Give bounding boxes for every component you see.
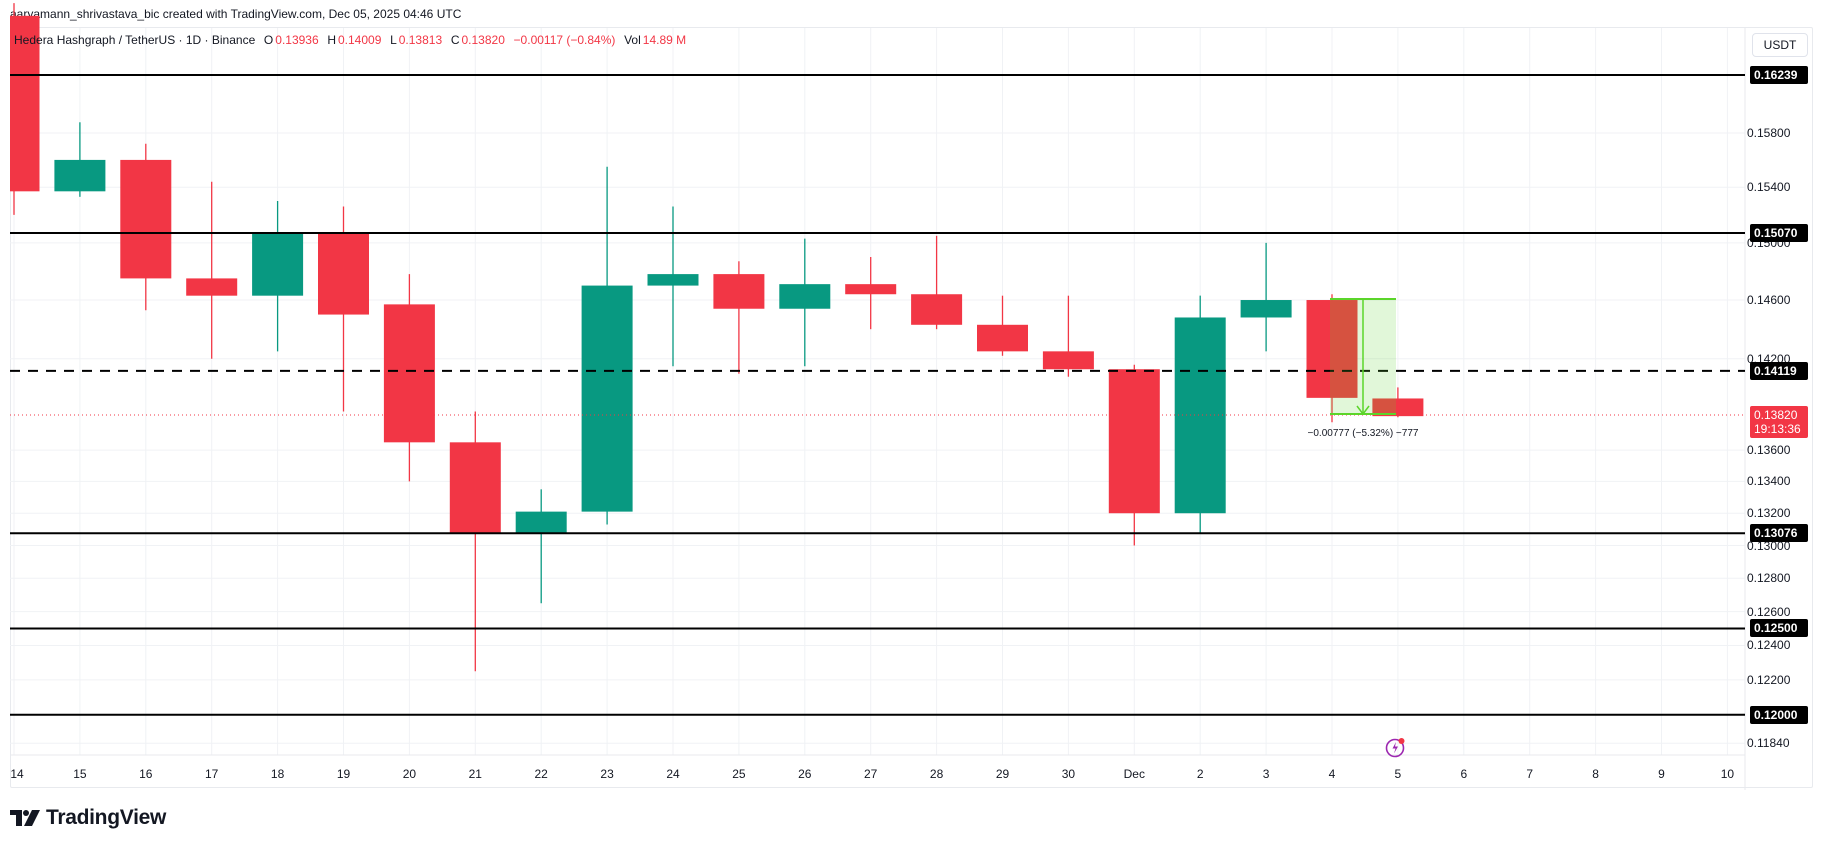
candle: [54, 122, 106, 197]
low-label: L: [390, 33, 397, 47]
open-value: 0.13936: [275, 33, 319, 47]
chart-credit: aaryamann_shrivastava_bic created with T…: [10, 7, 462, 21]
price-axis-label: 0.13600: [1747, 443, 1791, 458]
time-axis-label: 22: [534, 767, 548, 781]
time-axis-label: 7: [1526, 767, 1534, 781]
candle: [713, 261, 765, 374]
candle: [581, 166, 633, 525]
bar-countdown: 19:13:36: [1754, 422, 1801, 436]
time-axis-label: 20: [402, 767, 417, 781]
time-axis-label: 18: [270, 767, 285, 781]
time-axis-label: 26: [798, 767, 812, 781]
time-axis-label: 16: [139, 767, 153, 781]
candle: [977, 295, 1028, 356]
last-price-tag: 0.13820 19:13:36: [1750, 406, 1808, 438]
time-axis-label: 10: [1720, 767, 1735, 781]
volume-label: Vol: [624, 33, 641, 47]
lightning-icon[interactable]: [1385, 736, 1407, 758]
tradingview-logo[interactable]: TradingView: [10, 806, 166, 830]
candle: [449, 411, 501, 672]
level-price-tag: 0.15070: [1750, 224, 1808, 242]
time-axis-label: 19: [336, 767, 351, 781]
tradingview-logo-icon: [10, 810, 40, 826]
time-axis-label: 21: [468, 767, 482, 781]
candle: [647, 206, 699, 367]
candle: [1174, 295, 1226, 533]
volume-value: 14.89 M: [642, 33, 687, 47]
candle: [252, 200, 304, 352]
time-axis-label: 5: [1394, 767, 1402, 781]
candle: [10, 3, 40, 215]
time-axis-label: 17: [205, 767, 219, 781]
time-axis-label: 24: [666, 767, 680, 781]
candle: [1042, 295, 1094, 377]
chart-frame: [10, 27, 1813, 788]
grid-lines: [10, 28, 1745, 755]
price-axis-label: 0.12600: [1747, 604, 1791, 619]
time-axis-label: 25: [732, 767, 746, 781]
symbol-title[interactable]: Hedera Hashgraph / TetherUS · 1D · Binan…: [14, 33, 256, 47]
time-axis-label: 2: [1196, 767, 1204, 781]
time-axis-label: 29: [995, 767, 1010, 781]
price-axis-label: 0.12400: [1747, 638, 1791, 653]
symbol-legend[interactable]: Hedera Hashgraph / TetherUS · 1D · Binan…: [14, 33, 688, 47]
level-price-tag: 0.16239: [1750, 66, 1808, 84]
time-axis-label: 8: [1592, 767, 1599, 781]
time-axis-label: 27: [864, 767, 878, 781]
candle: [515, 489, 567, 604]
time-axis-label: 14: [10, 767, 24, 781]
candle: [186, 181, 238, 359]
candle: [383, 274, 435, 482]
price-axis-label: 0.12800: [1747, 571, 1791, 586]
candle: [845, 257, 897, 330]
horizontal-levels[interactable]: [10, 74, 1745, 716]
time-axis-label: 23: [600, 767, 614, 781]
time-axis-label: 15: [73, 767, 87, 781]
candle: [318, 206, 369, 412]
level-price-tag: 0.12500: [1750, 619, 1808, 638]
price-axis-label: 0.11840: [1747, 736, 1790, 751]
low-value: 0.13813: [398, 33, 443, 47]
close-label: C: [450, 33, 460, 47]
candle: [1240, 242, 1292, 352]
candle: [1372, 387, 1424, 418]
price-axis-label: 0.13200: [1747, 506, 1791, 521]
candle: [1108, 364, 1160, 546]
time-axis-label: Dec: [1123, 767, 1145, 781]
time-axis-label: 4: [1328, 767, 1336, 781]
time-axis-label: 3: [1262, 767, 1270, 781]
last-price-value: 0.13820: [1754, 408, 1798, 422]
open-label: O: [263, 33, 274, 47]
level-price-tag: 0.14119: [1750, 361, 1808, 380]
brand-name: TradingView: [46, 806, 167, 829]
time-axis-label: 28: [929, 767, 944, 781]
candle: [779, 238, 831, 367]
candle: [1306, 294, 1358, 423]
candles: [10, 3, 1424, 672]
high-label: H: [327, 33, 336, 47]
high-value: 0.14009: [338, 33, 382, 47]
level-price-tag: 0.12000: [1750, 705, 1808, 724]
price-axis-label: 0.15800: [1747, 125, 1791, 140]
price-axis-label: 0.15400: [1747, 180, 1791, 195]
close-value: 0.13820: [461, 33, 505, 47]
currency-button[interactable]: USDT: [1752, 33, 1808, 57]
candle: [911, 235, 963, 330]
price-axis-label: 0.13400: [1747, 474, 1791, 489]
change-value: −0.00117 (−0.84%): [513, 33, 616, 47]
time-axis-label: 30: [1061, 767, 1076, 781]
time-axis-label: 6: [1460, 767, 1468, 781]
measure-label: −0.00777 (−5.32%) −777: [1307, 428, 1419, 439]
measure-tool[interactable]: [1330, 298, 1396, 416]
time-axis-label: 9: [1658, 767, 1665, 781]
price-axis-label: 0.12200: [1747, 672, 1791, 687]
candle: [120, 143, 172, 311]
price-axis-label: 0.14600: [1747, 293, 1791, 308]
level-price-tag: 0.13076: [1750, 524, 1808, 543]
